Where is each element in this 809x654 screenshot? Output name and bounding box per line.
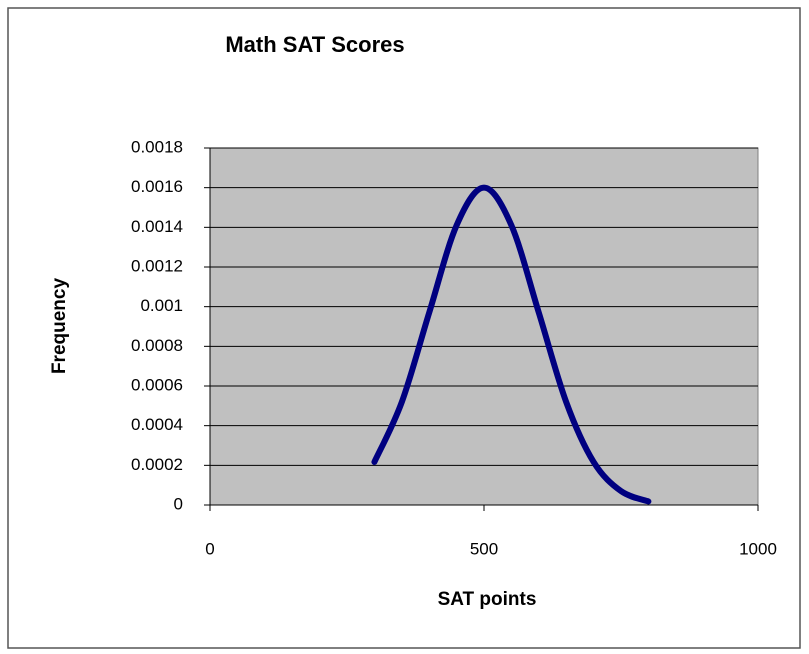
chart-title: Math SAT Scores — [225, 32, 404, 57]
y-tick-label: 0.0018 — [131, 137, 183, 156]
y-tick-label: 0.001 — [140, 296, 183, 315]
x-tick-label: 0 — [205, 539, 214, 558]
y-tick-label: 0.0004 — [131, 415, 183, 434]
y-tick-label: 0 — [174, 494, 183, 513]
y-tick-label: 0.0008 — [131, 336, 183, 355]
y-tick-label: 0.0012 — [131, 256, 183, 275]
plot-area — [209, 147, 759, 506]
y-tick-label: 0.0014 — [131, 217, 183, 236]
y-tick-label: 0.0002 — [131, 455, 183, 474]
x-tick-label: 1000 — [739, 539, 777, 558]
x-axis-label: SAT points — [438, 589, 537, 610]
x-tick-label: 500 — [470, 539, 498, 558]
y-tick-label: 0.0006 — [131, 375, 183, 394]
y-tick-label: 0.0016 — [131, 177, 183, 196]
y-axis-label: Frequency — [49, 278, 70, 375]
series-line — [371, 184, 652, 505]
